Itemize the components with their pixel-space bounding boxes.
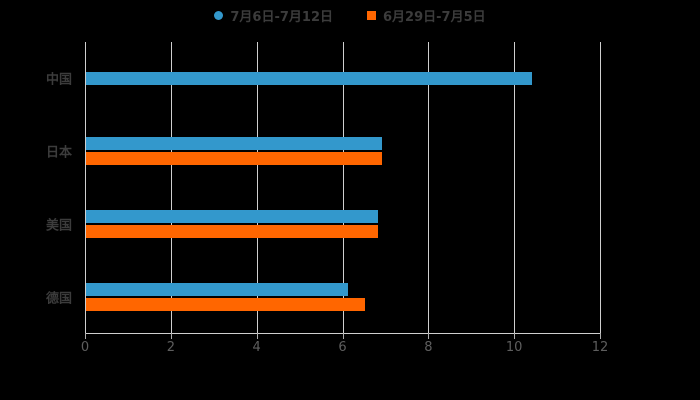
category-label-2: 美国 xyxy=(45,218,72,234)
x-tick-label-4: 4 xyxy=(252,340,261,355)
x-tick-mark-12 xyxy=(600,333,601,339)
gridline-x-8 xyxy=(428,42,430,333)
bar-series0-cat1[interactable] xyxy=(86,137,383,151)
x-tick-mark-0 xyxy=(85,333,86,339)
gridline-x-6 xyxy=(342,42,344,333)
legend-label-jun29-jul5: 6月29日-7月5日 xyxy=(383,10,486,25)
legend-item-jul6-jul12[interactable]: 7月6日-7月12日 xyxy=(214,6,333,25)
category-label-0: 中国 xyxy=(45,72,72,88)
x-tick-label-6: 6 xyxy=(338,340,347,355)
x-tick-label-2: 2 xyxy=(166,340,175,355)
legend-label-jul6-jul12: 7月6日-7月12日 xyxy=(230,10,333,25)
bar-series1-cat1[interactable] xyxy=(86,152,383,166)
bar-series1-cat3[interactable] xyxy=(86,297,365,311)
x-tick-label-10: 10 xyxy=(505,340,523,355)
x-tick-mark-6 xyxy=(342,333,344,339)
gridline-x-12 xyxy=(600,42,601,333)
bar-series1-cat2[interactable] xyxy=(86,224,378,238)
plot-area: 0 2 4 6 8 10 12 中国日本美国德国 xyxy=(46,42,608,355)
legend-item-jun29-jul5[interactable]: 6月29日-7月5日 xyxy=(367,6,486,25)
category-label-3: 德国 xyxy=(45,291,72,307)
bar-series0-cat3[interactable] xyxy=(86,282,348,296)
gridline-x-4 xyxy=(256,42,258,333)
x-tick-mark-10 xyxy=(514,333,516,339)
category-label-1: 日本 xyxy=(45,145,72,161)
x-tick-label-12: 12 xyxy=(591,340,609,355)
x-tick-label-8: 8 xyxy=(424,340,433,355)
bar-series0-cat0[interactable] xyxy=(86,71,533,85)
gridline-x-0 xyxy=(85,42,86,333)
x-tick-mark-4 xyxy=(256,333,258,339)
gridline-x-2 xyxy=(170,42,172,333)
x-tick-label-0: 0 xyxy=(80,340,90,355)
chart-legend: 7月6日-7月12日 6月29日-7月5日 xyxy=(0,6,700,25)
gridline-x-10 xyxy=(514,42,516,333)
bar-series0-cat2[interactable] xyxy=(86,209,378,223)
x-tick-mark-2 xyxy=(170,333,172,339)
x-tick-mark-8 xyxy=(428,333,430,339)
legend-square-marker-icon xyxy=(367,11,376,20)
legend-circle-marker-icon xyxy=(214,11,224,20)
